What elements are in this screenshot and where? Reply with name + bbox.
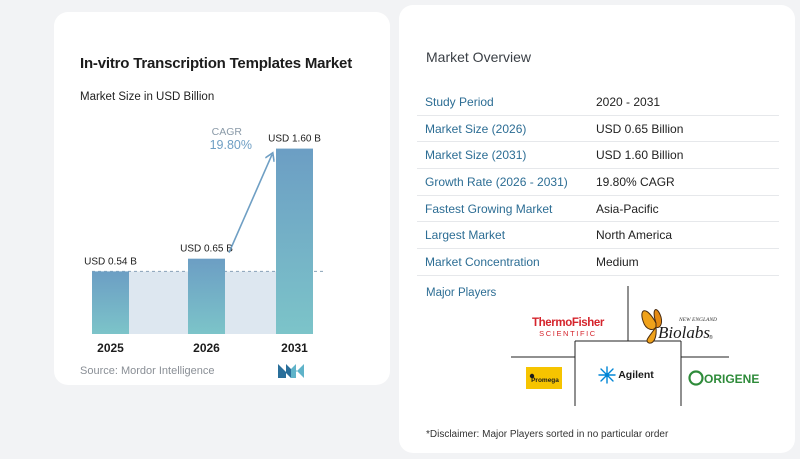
cagr-value: 19.80%	[210, 138, 252, 152]
neb-registered-mark: ®	[709, 334, 713, 341]
butterfly-icon	[641, 309, 662, 344]
disclaimer-note: *Disclaimer: Major Players sorted in no …	[426, 429, 669, 440]
promega-logo-box	[526, 367, 562, 389]
stat-value: Asia-Pacific	[596, 201, 659, 216]
bar-2031	[276, 148, 313, 334]
overview-title: Market Overview	[426, 49, 532, 65]
cagr-label: CAGR	[212, 126, 243, 138]
x-tick-label: 2031	[281, 341, 308, 355]
overview-card: Market Overview Study Period 2020 - 2031…	[399, 5, 795, 453]
promega-logo-text: Promega	[531, 377, 559, 384]
neb-logo-text: Biolabs	[658, 323, 710, 342]
stat-value: 19.80% CAGR	[596, 174, 675, 189]
origene-o-icon	[688, 370, 704, 386]
stat-value: North America	[596, 228, 673, 243]
stat-label: Market Size (2026)	[425, 121, 527, 136]
mordor-logo-icon	[278, 364, 304, 378]
stat-label: Fastest Growing Market	[425, 201, 553, 216]
stat-value: 2020 - 2031	[596, 94, 661, 109]
chart-title: In-vitro Transcription Templates Market	[80, 55, 352, 72]
stat-label: Study Period	[425, 94, 494, 109]
bar-chart: USD 0.54 B 2025 USD 0.65 B 2026 USD 1.60 B 20…	[84, 126, 323, 355]
x-tick-label: 2025	[97, 341, 124, 355]
stat-value: Medium	[596, 254, 639, 269]
stat-row: Study Period 2020 - 2031	[417, 89, 779, 116]
bar-value-label: USD 0.65 B	[180, 244, 233, 255]
thermofisher-logo-subtext: SCIENTIFIC	[539, 329, 597, 338]
stat-label: Growth Rate (2026 - 2031)	[425, 174, 568, 189]
bar-value-label: USD 0.54 B	[84, 256, 137, 267]
stat-row: Fastest Growing Market Asia-Pacific	[417, 196, 779, 223]
neb-logo-subtext: NEW ENGLAND	[678, 317, 717, 323]
stat-row: Market Size (2031) USD 1.60 Billion	[417, 142, 779, 170]
stat-row: Market Size (2026) USD 0.65 Billion	[417, 116, 779, 143]
bar-2025	[92, 271, 129, 334]
chart-subtitle: Market Size in USD Billion	[80, 91, 215, 103]
stat-row: Largest Market North America	[417, 222, 779, 250]
stat-value: USD 1.60 Billion	[596, 148, 684, 163]
players-title: Major Players	[426, 287, 497, 299]
players-logo-grid: ThermoFisher SCIENTIFIC NEW ENGLAND Biol…	[511, 286, 759, 406]
cagr-arrow	[228, 155, 272, 253]
stats-table: Study Period 2020 - 2031 Market Size (20…	[417, 89, 779, 276]
agilent-spark-center	[605, 373, 609, 377]
promega-dot-icon	[529, 373, 535, 379]
stat-label: Market Concentration	[425, 254, 540, 269]
agilent-logo-text: Agilent	[618, 369, 654, 381]
stat-label: Market Size (2031)	[425, 148, 527, 163]
chart-card: In-vitro Transcription Templates Market …	[54, 12, 390, 385]
thermofisher-logo-text: ThermoFisher	[532, 317, 605, 329]
x-tick-label: 2026	[193, 341, 220, 355]
stat-row: Growth Rate (2026 - 2031) 19.80% CAGR	[417, 169, 779, 196]
bar-2026	[188, 258, 225, 334]
source-note: Source: Mordor Intelligence	[80, 365, 215, 377]
origene-logo-text: ORIGENE	[704, 372, 759, 386]
bar-value-label: USD 1.60 B	[268, 134, 321, 145]
stat-row: Market Concentration Medium	[417, 249, 779, 276]
stat-label: Largest Market	[425, 228, 506, 243]
stat-value: USD 0.65 Billion	[596, 121, 684, 136]
